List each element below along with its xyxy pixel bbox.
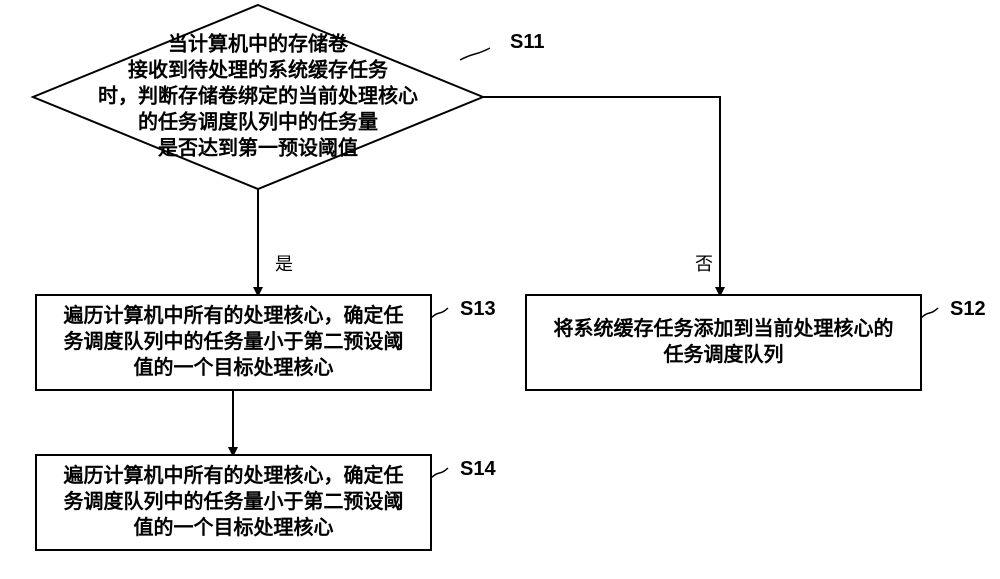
svg-text:任务调度队列: 任务调度队列	[663, 342, 784, 366]
svg-text:遍历计算机中所有的处理核心，确定任: 遍历计算机中所有的处理核心，确定任	[63, 303, 404, 327]
label-s13: S13	[431, 298, 496, 320]
label-s14: S14	[431, 458, 496, 480]
svg-text:的任务调度队列中的任务量: 的任务调度队列中的任务量	[138, 109, 378, 133]
svg-text:接收到待处理的系统缓存任务: 接收到待处理的系统缓存任务	[128, 57, 389, 81]
svg-text:S12: S12	[950, 298, 986, 320]
svg-text:否: 否	[695, 254, 713, 274]
svg-text:当计算机中的存储卷: 当计算机中的存储卷	[168, 31, 349, 55]
flowchart: 是 否 当计算机中的存储卷接收到待处理的系统缓存任务时，判断存储卷绑定的当前处理核…	[0, 0, 1000, 579]
svg-text:值的一个目标处理核心: 值的一个目标处理核心	[134, 515, 334, 539]
svg-text:时，判断存储卷绑定的当前处理核心: 时，判断存储卷绑定的当前处理核心	[98, 83, 418, 107]
label-s12: S12	[921, 298, 986, 320]
svg-text:是: 是	[275, 254, 293, 274]
svg-text:将系统缓存任务添加到当前处理核心的: 将系统缓存任务添加到当前处理核心的	[554, 316, 894, 340]
edge-yes: 是	[258, 189, 293, 295]
decision-s11: 当计算机中的存储卷接收到待处理的系统缓存任务时，判断存储卷绑定的当前处理核心的任…	[33, 5, 483, 189]
svg-text:遍历计算机中所有的处理核心，确定任: 遍历计算机中所有的处理核心，确定任	[63, 463, 404, 487]
svg-text:S13: S13	[460, 298, 496, 320]
svg-text:值的一个目标处理核心: 值的一个目标处理核心	[134, 355, 334, 379]
process-s12: 将系统缓存任务添加到当前处理核心的任务调度队列	[526, 295, 921, 390]
process-s13: 遍历计算机中所有的处理核心，确定任务调度队列中的任务量小于第二预设阈值的一个目标…	[36, 295, 431, 390]
svg-text:S14: S14	[460, 458, 496, 480]
process-s14: 遍历计算机中所有的处理核心，确定任务调度队列中的任务量小于第二预设阈值的一个目标…	[36, 455, 431, 550]
svg-text:务调度队列中的任务量小于第二预设阈: 务调度队列中的任务量小于第二预设阈	[64, 489, 404, 513]
svg-text:S11: S11	[510, 31, 544, 53]
svg-text:务调度队列中的任务量小于第二预设阈: 务调度队列中的任务量小于第二预设阈	[64, 329, 404, 353]
edge-no: 否	[483, 97, 720, 295]
svg-text:是否达到第一预设阈值: 是否达到第一预设阈值	[157, 135, 358, 159]
label-s11: S11	[460, 31, 544, 60]
